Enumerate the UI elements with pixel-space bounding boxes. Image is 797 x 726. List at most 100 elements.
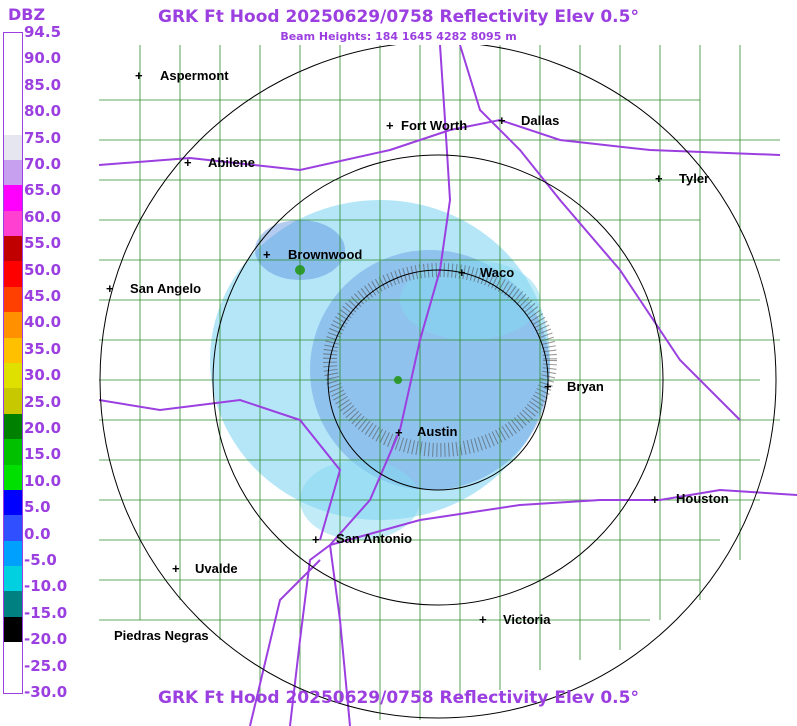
color-scale-segment bbox=[4, 591, 22, 617]
city-fort-worth: + Fort Worth bbox=[386, 118, 467, 133]
color-scale-segment bbox=[4, 134, 22, 160]
color-scale-segment bbox=[4, 515, 22, 541]
legend-tick-label: -5.0 bbox=[24, 551, 57, 569]
legend-tick-label: 10.0 bbox=[24, 471, 62, 490]
color-scale-segment bbox=[4, 616, 22, 643]
city-label-austin: Austin bbox=[417, 424, 458, 439]
svg-text:+: + bbox=[263, 247, 271, 262]
color-scale-segment bbox=[4, 489, 22, 516]
city-houston: + Houston bbox=[651, 491, 729, 507]
city-san-antonio: + San Antonio bbox=[312, 531, 412, 547]
legend-tick-label: 90.0 bbox=[24, 49, 62, 68]
svg-text:+: + bbox=[544, 379, 552, 394]
svg-text:+: + bbox=[655, 171, 663, 186]
city-brownwood: + Brownwood bbox=[263, 247, 362, 262]
color-scale-segment bbox=[4, 261, 22, 287]
svg-text:+: + bbox=[106, 281, 114, 296]
legend-tick-label: 60.0 bbox=[24, 207, 62, 226]
city-label-san-angelo: San Angelo bbox=[130, 281, 201, 296]
legend-tick-label: 85.0 bbox=[24, 75, 62, 94]
city-label-dallas: Dallas bbox=[521, 113, 559, 128]
city-label-uvalde: Uvalde bbox=[195, 561, 238, 576]
legend-tick-label: -25.0 bbox=[24, 656, 68, 675]
color-scale-segment bbox=[4, 439, 22, 465]
city-uvalde: + Uvalde bbox=[172, 561, 238, 576]
range-rings bbox=[99, 45, 777, 719]
legend-tick-label: 45.0 bbox=[24, 287, 62, 305]
city-label-piedras-negras: Piedras Negras bbox=[114, 628, 209, 643]
legend-tick-label: -20.0 bbox=[24, 630, 68, 649]
svg-text:+: + bbox=[312, 532, 320, 547]
color-scale-segment bbox=[4, 159, 22, 186]
city-label-abilene: Abilene bbox=[208, 155, 255, 170]
city-austin: + Austin bbox=[395, 424, 458, 440]
legend-tick-label: 94.5 bbox=[24, 23, 62, 41]
city-piedras-negras: Piedras Negras bbox=[114, 628, 209, 643]
svg-text:+: + bbox=[498, 113, 506, 128]
beam-heights: Beam Heights: 184 1645 4282 8095 m bbox=[280, 30, 517, 43]
color-scale-segment bbox=[4, 642, 22, 668]
legend-tick-label: 80.0 bbox=[24, 102, 62, 121]
color-scale-segment bbox=[4, 388, 22, 414]
color-scale-segment bbox=[4, 58, 22, 84]
county-lines bbox=[99, 45, 780, 720]
svg-text:+: + bbox=[386, 118, 394, 133]
color-scale-segment bbox=[4, 337, 22, 363]
color-scale bbox=[3, 32, 23, 694]
legend-tick-label: 70.0 bbox=[24, 155, 62, 173]
radar-map: + Aspermont + Fort Worth + Dallas + Abil… bbox=[99, 45, 797, 726]
color-scale-segment bbox=[4, 109, 22, 135]
color-scale-segment bbox=[4, 286, 22, 313]
color-scale-segment bbox=[4, 413, 22, 440]
legend-tick-label: -15.0 bbox=[24, 603, 68, 622]
svg-text:+: + bbox=[135, 68, 143, 83]
city-dallas: + Dallas bbox=[498, 113, 559, 128]
city-label-aspermont: Aspermont bbox=[160, 68, 229, 83]
legend-tick-label: 75.0 bbox=[24, 128, 62, 147]
highways bbox=[99, 45, 797, 726]
legend-tick-label: 40.0 bbox=[24, 313, 62, 332]
city-waco: + Waco bbox=[458, 265, 514, 280]
legend-tick-label: 55.0 bbox=[24, 234, 62, 253]
color-scale-segment bbox=[4, 566, 22, 592]
legend-tick-label: 5.0 bbox=[24, 498, 51, 517]
svg-text:+: + bbox=[651, 492, 659, 507]
legend-tick-label: 20.0 bbox=[24, 419, 62, 437]
color-scale-segment bbox=[4, 210, 22, 237]
footer-title: GRK Ft Hood 20250629/0758 Reflectivity E… bbox=[158, 688, 639, 708]
legend-tick-label: 65.0 bbox=[24, 181, 62, 200]
legend-unit: DBZ bbox=[8, 5, 46, 24]
legend-tick-label: 0.0 bbox=[24, 524, 51, 543]
svg-text:+: + bbox=[479, 612, 487, 627]
color-scale-segment bbox=[4, 33, 22, 59]
svg-text:+: + bbox=[395, 425, 403, 440]
color-scale-segment bbox=[4, 83, 22, 110]
city-label-fort-worth: Fort Worth bbox=[401, 118, 467, 133]
city-label-bryan: Bryan bbox=[567, 379, 604, 394]
city-victoria: + Victoria bbox=[479, 612, 551, 627]
legend-tick-label: 25.0 bbox=[24, 392, 62, 411]
cities: + Aspermont + Fort Worth + Dallas + Abil… bbox=[106, 68, 729, 643]
city-label-houston: Houston bbox=[676, 491, 729, 506]
city-label-brownwood: Brownwood bbox=[288, 247, 362, 262]
legend-tick-label: 30.0 bbox=[24, 366, 62, 385]
city-san-angelo: + San Angelo bbox=[106, 281, 201, 296]
city-abilene: + Abilene bbox=[184, 155, 255, 170]
city-bryan: + Bryan bbox=[544, 379, 604, 394]
svg-text:+: + bbox=[458, 265, 466, 280]
city-label-tyler: Tyler bbox=[679, 171, 709, 186]
city-label-san-antonio: San Antonio bbox=[336, 531, 412, 546]
svg-text:+: + bbox=[172, 561, 180, 576]
color-scale-segment bbox=[4, 363, 22, 389]
color-scale-segment bbox=[4, 312, 22, 338]
color-scale-segment bbox=[4, 540, 22, 567]
legend-tick-label: 15.0 bbox=[24, 445, 62, 464]
city-label-waco: Waco bbox=[480, 265, 514, 280]
legend-tick-label: -30.0 bbox=[24, 683, 68, 701]
color-scale-segment bbox=[4, 464, 22, 490]
color-scale-segment bbox=[4, 667, 22, 693]
svg-text:+: + bbox=[184, 155, 192, 170]
city-tyler: + Tyler bbox=[655, 171, 709, 186]
legend-tick-label: -10.0 bbox=[24, 577, 68, 596]
color-scale-segment bbox=[4, 236, 22, 262]
